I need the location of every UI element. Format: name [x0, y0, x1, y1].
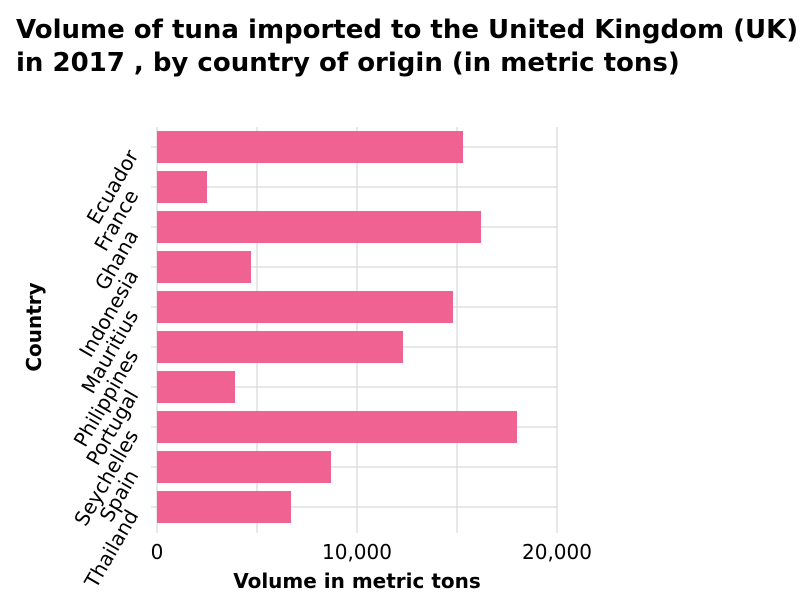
y-axis-label: Country — [22, 282, 46, 371]
x-tick-label: 20,000 — [522, 540, 592, 564]
x-axis-label: Volume in metric tons — [233, 569, 481, 593]
bar-seychelles — [157, 411, 517, 443]
bar-mauritius — [157, 291, 453, 323]
bar-thailand — [157, 491, 291, 523]
chart-title: Volume of tuna imported to the United Ki… — [16, 15, 799, 78]
x-tick-label: 0 — [151, 540, 164, 564]
x-tick-labels: 0 10,000 20,000 — [151, 540, 592, 564]
bar-portugal — [157, 371, 235, 403]
bars — [157, 131, 517, 523]
bar-ghana — [157, 211, 481, 243]
bar-spain — [157, 451, 331, 483]
y-tick-labels: EcuadorFranceGhanaIndonesiaMauritiusPhil… — [69, 145, 144, 593]
bar-france — [157, 171, 207, 203]
x-tick-label: 10,000 — [322, 540, 392, 564]
bar-philippines — [157, 331, 403, 363]
bar-ecuador — [157, 131, 463, 163]
bar-indonesia — [157, 251, 251, 283]
